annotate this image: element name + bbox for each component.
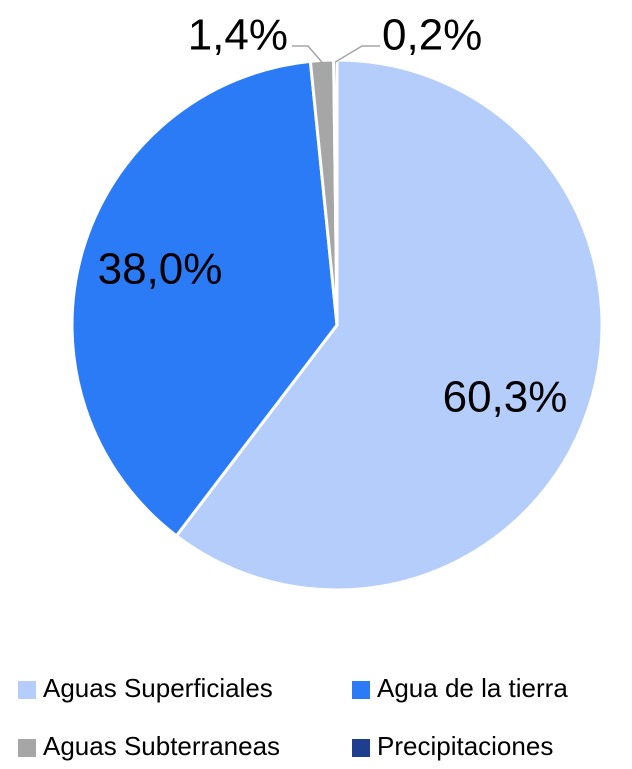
legend-swatch <box>18 681 36 699</box>
legend-label: Agua de la tierra <box>377 673 568 703</box>
legend-label: Precipitaciones <box>377 731 553 761</box>
data-label: 38,0% <box>98 245 223 294</box>
data-label: 0,2% <box>382 11 482 60</box>
legend-swatch <box>18 739 36 757</box>
leader-line <box>292 45 323 63</box>
pie-slice <box>174 58 604 592</box>
pie-slice <box>332 58 339 326</box>
legend-swatch <box>352 681 370 699</box>
data-label: 1,4% <box>188 11 288 60</box>
leader-line <box>334 45 380 63</box>
legend-swatch <box>352 739 370 757</box>
pie-slice <box>70 59 339 538</box>
data-label: 60,3% <box>443 373 568 422</box>
legend-label: Aguas Subterraneas <box>43 731 280 761</box>
legend-label: Aguas Superficiales <box>43 673 273 703</box>
